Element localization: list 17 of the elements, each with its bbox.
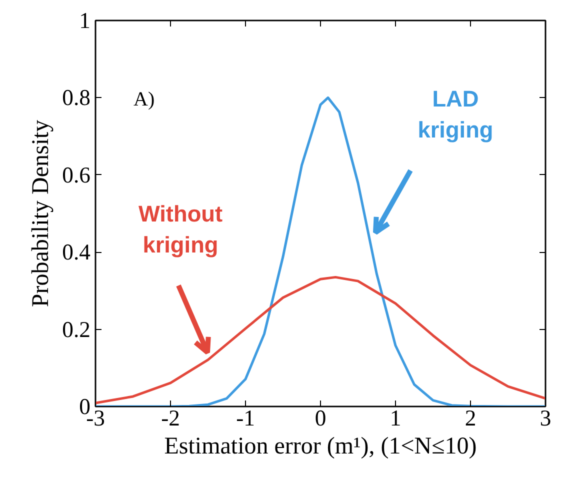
x-tick-label: 0 [314, 406, 326, 430]
annotation: A) [134, 88, 155, 110]
annotation: LAD kriging [418, 86, 494, 143]
y-tick-label: 0.8 [62, 85, 91, 110]
x-tick-label: -1 [236, 406, 255, 430]
y-tick-label: 0.4 [62, 240, 91, 265]
x-tick-label: 2 [464, 406, 476, 430]
x-tick-label: -2 [161, 406, 180, 430]
line-series [96, 276, 546, 404]
x-tick-label: 3 [540, 406, 552, 430]
x-axis-title: Estimation error (m¹), (1<N≤10) [164, 434, 477, 460]
y-axis-title: Probability Density [28, 120, 54, 308]
x-tick-label: 1 [390, 406, 402, 430]
y-tick-label: 1 [79, 8, 90, 33]
y-tick-label: 0.6 [62, 162, 91, 188]
y-tick-label: 0.2 [62, 316, 91, 342]
annotation: Without kriging [138, 200, 223, 258]
